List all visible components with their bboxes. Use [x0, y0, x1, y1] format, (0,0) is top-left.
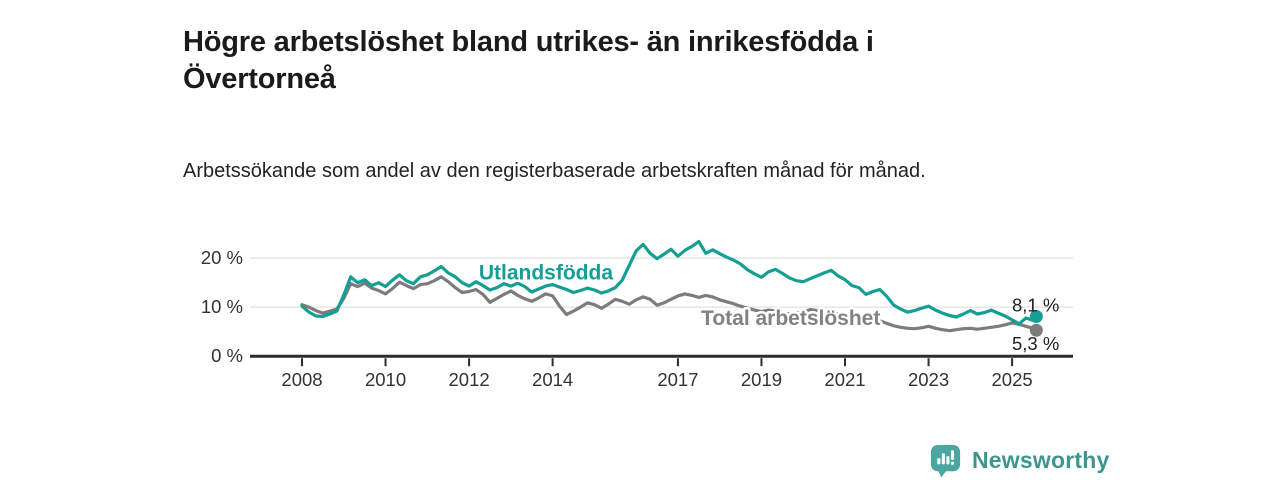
x-tick-label: 2025	[992, 369, 1033, 390]
x-tick-label: 2023	[908, 369, 949, 390]
line-chart: 2008 2010 2012 2014 2017 2019 2021 2023 2025 0 % 1…	[0, 225, 1280, 400]
page-title: Högre arbetslöshet bland utrikes- än inr…	[183, 26, 874, 96]
brand-name: Newsworthy	[972, 447, 1110, 473]
x-tick-label: 2019	[741, 369, 782, 390]
x-tick-label: 2021	[824, 369, 865, 390]
end-dot-total	[1029, 323, 1043, 337]
x-tick-label: 2008	[281, 369, 322, 390]
y-tick-label: 0 %	[211, 345, 243, 366]
x-tick-label: 2017	[657, 369, 698, 390]
end-value-total: 5,3 %	[1012, 333, 1059, 354]
line-total-arbetsloshet	[300, 275, 1038, 333]
chart-subtitle: Arbetssökande som andel av den registerb…	[183, 160, 926, 182]
bar-chart-speech-bubble-icon	[928, 443, 963, 478]
series-label-total: Total arbetslöshet	[701, 307, 880, 330]
series-label-utlandsfodda: Utlandsfödda	[479, 261, 613, 284]
chart-canvas: 2008 2010 2012 2014 2017 2019 2021 2023 2025 0 % 1…	[201, 239, 1073, 390]
x-tick-label: 2012	[449, 369, 490, 390]
end-value-utlandsfodda: 8,1 %	[1012, 294, 1059, 315]
end-dot-utlandsfodda	[1029, 309, 1043, 323]
x-tick-label: 2010	[365, 369, 406, 390]
newsworthy-logo[interactable]: Newsworthy	[928, 443, 1109, 478]
line-utlandsfodda	[300, 239, 1038, 326]
y-tick-label: 10 %	[201, 296, 243, 317]
x-tick-label: 2014	[532, 369, 573, 390]
y-tick-label: 20 %	[201, 247, 243, 268]
